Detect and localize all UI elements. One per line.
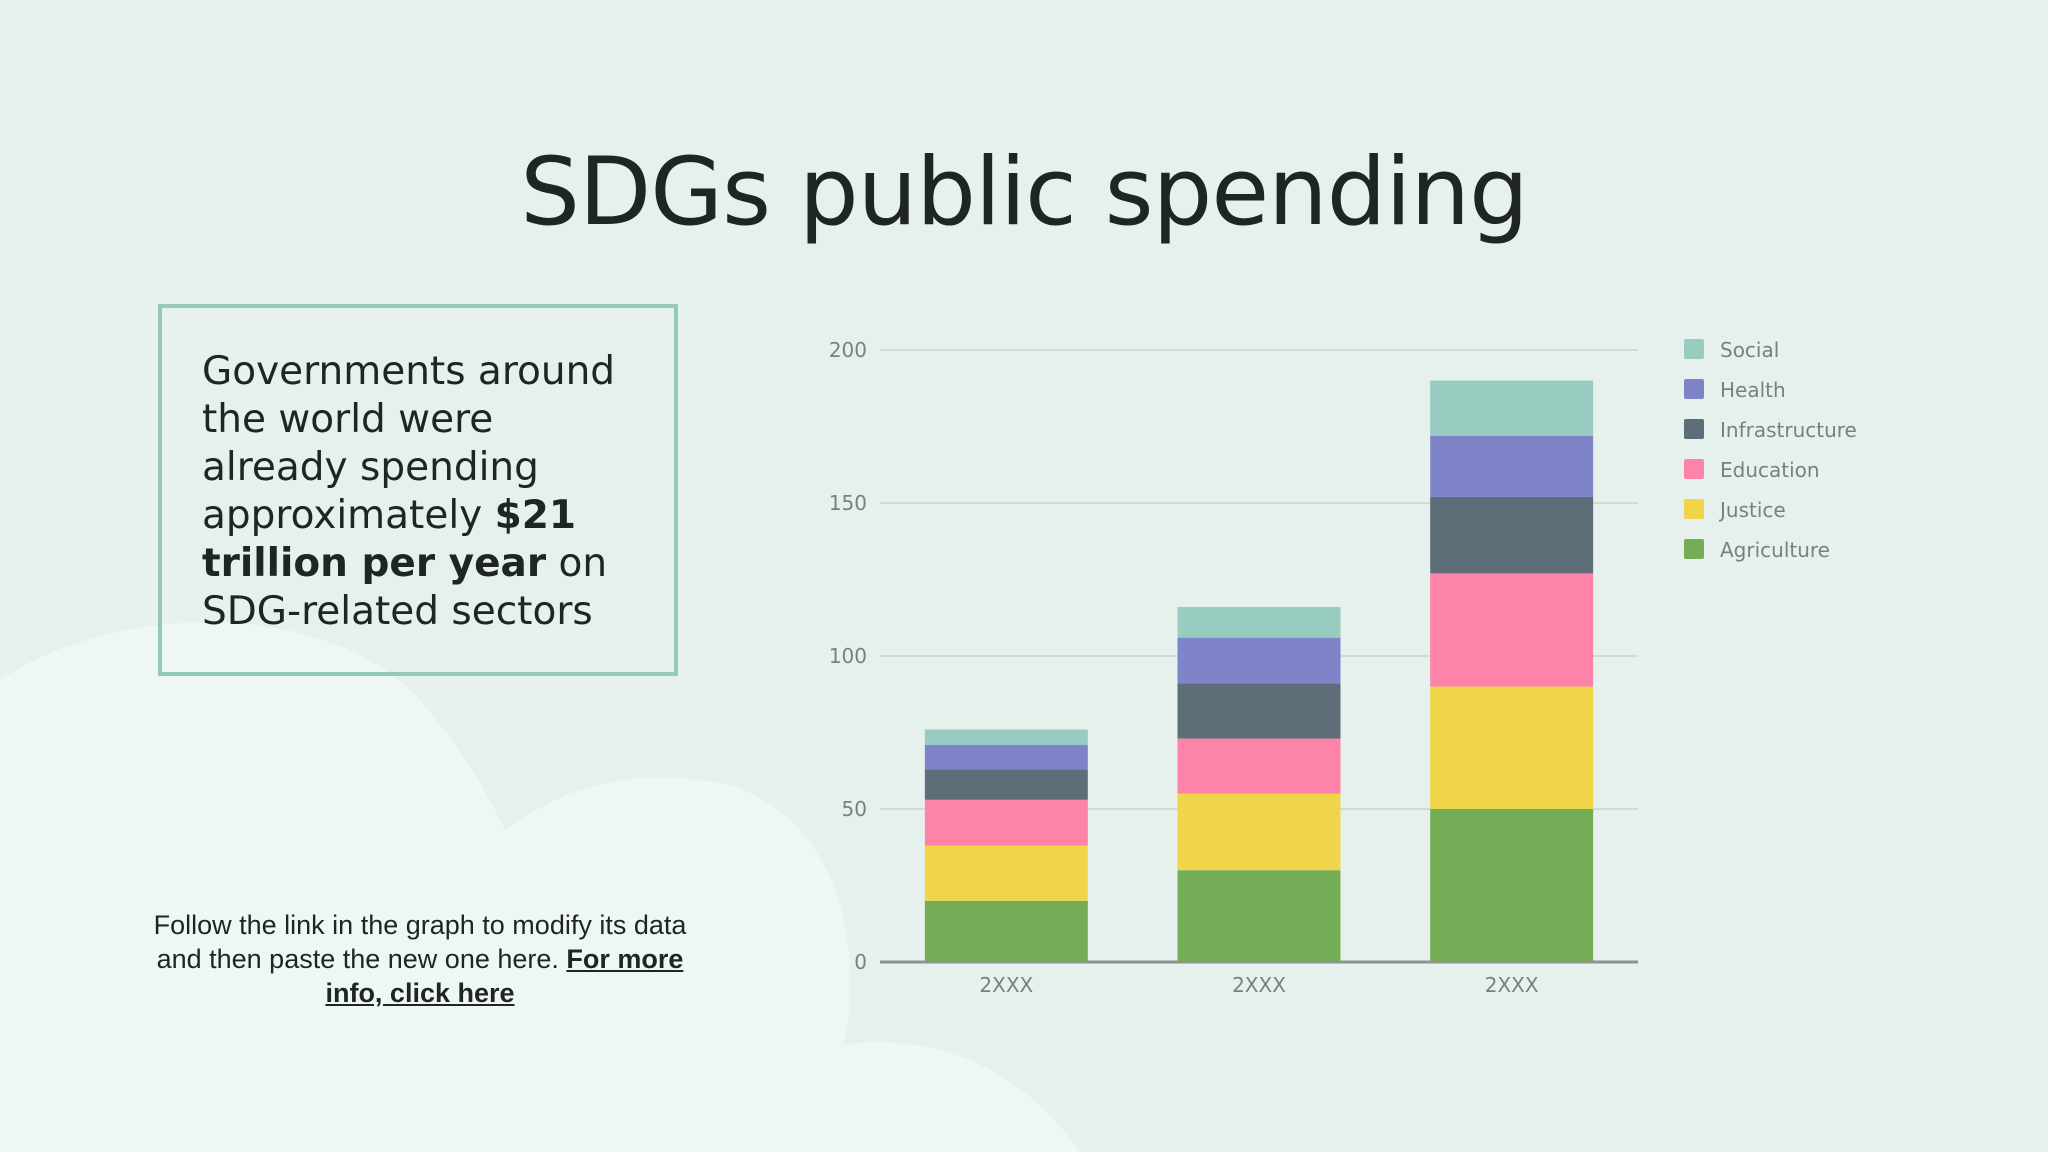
bar-segment-health <box>924 744 1088 770</box>
legend-label: Health <box>1720 378 1786 402</box>
stacked-bar-chart: 0 50 100 150 200 2XXX 2XXX 2XXX Social Health Infr… <box>829 338 1857 997</box>
more-info-link[interactable]: For more info, click here <box>325 944 684 1008</box>
bar-segment-agriculture <box>1177 870 1341 962</box>
bar-segment-education <box>924 799 1088 846</box>
legend-swatch <box>1684 539 1704 559</box>
bar-segment-social <box>1177 607 1341 638</box>
legend-swatch <box>1684 379 1704 399</box>
x-tick-label: 2XXX <box>1232 973 1286 997</box>
legend-label: Agriculture <box>1720 538 1830 562</box>
legend-swatch <box>1684 419 1704 439</box>
note-text: Follow the link in the graph to modify i… <box>150 908 690 1010</box>
note-body: Follow the link in the graph to modify i… <box>153 910 687 974</box>
info-text-highlight: $21 trillion per year <box>202 493 577 586</box>
bar-segment-health <box>1430 435 1594 497</box>
bar-segment-agriculture <box>924 900 1088 962</box>
legend-swatch <box>1684 459 1704 479</box>
bar-segment-infrastructure <box>1430 496 1594 574</box>
x-tick-label: 2XXX <box>1485 973 1539 997</box>
bar-segment-justice <box>1177 793 1341 871</box>
bar-segment-social <box>1430 380 1594 436</box>
bar-segment-infrastructure <box>924 769 1088 800</box>
y-tick-label: 50 <box>842 797 867 821</box>
bar-segment-justice <box>924 845 1088 901</box>
info-text-part2: on SDG-related sectors <box>202 541 608 634</box>
slide-title: SDGs public spending <box>520 138 1529 247</box>
legend-label: Infrastructure <box>1720 418 1857 442</box>
bar-segment-social <box>924 729 1088 745</box>
legend-swatch <box>1684 339 1704 359</box>
legend-label: Education <box>1720 458 1820 482</box>
bar-segment-health <box>1177 637 1341 684</box>
legend-label: Justice <box>1718 498 1786 522</box>
bar-segment-infrastructure <box>1177 683 1341 739</box>
bar-segment-justice <box>1430 686 1594 809</box>
y-tick-label: 100 <box>829 644 867 668</box>
info-box: Governments around the world were alread… <box>158 304 678 676</box>
bar-segment-education <box>1430 573 1594 687</box>
bar-segment-education <box>1177 738 1341 794</box>
info-text: Governments around the world were alread… <box>202 348 638 636</box>
x-tick-label: 2XXX <box>979 973 1033 997</box>
legend-swatch <box>1684 499 1704 519</box>
info-text-part1: Governments around the world were alread… <box>202 349 616 538</box>
y-tick-label: 0 <box>854 950 867 974</box>
bar-segment-agriculture <box>1430 809 1594 962</box>
legend-label: Social <box>1720 338 1779 362</box>
y-tick-label: 200 <box>829 338 867 362</box>
y-tick-label: 150 <box>829 491 867 515</box>
